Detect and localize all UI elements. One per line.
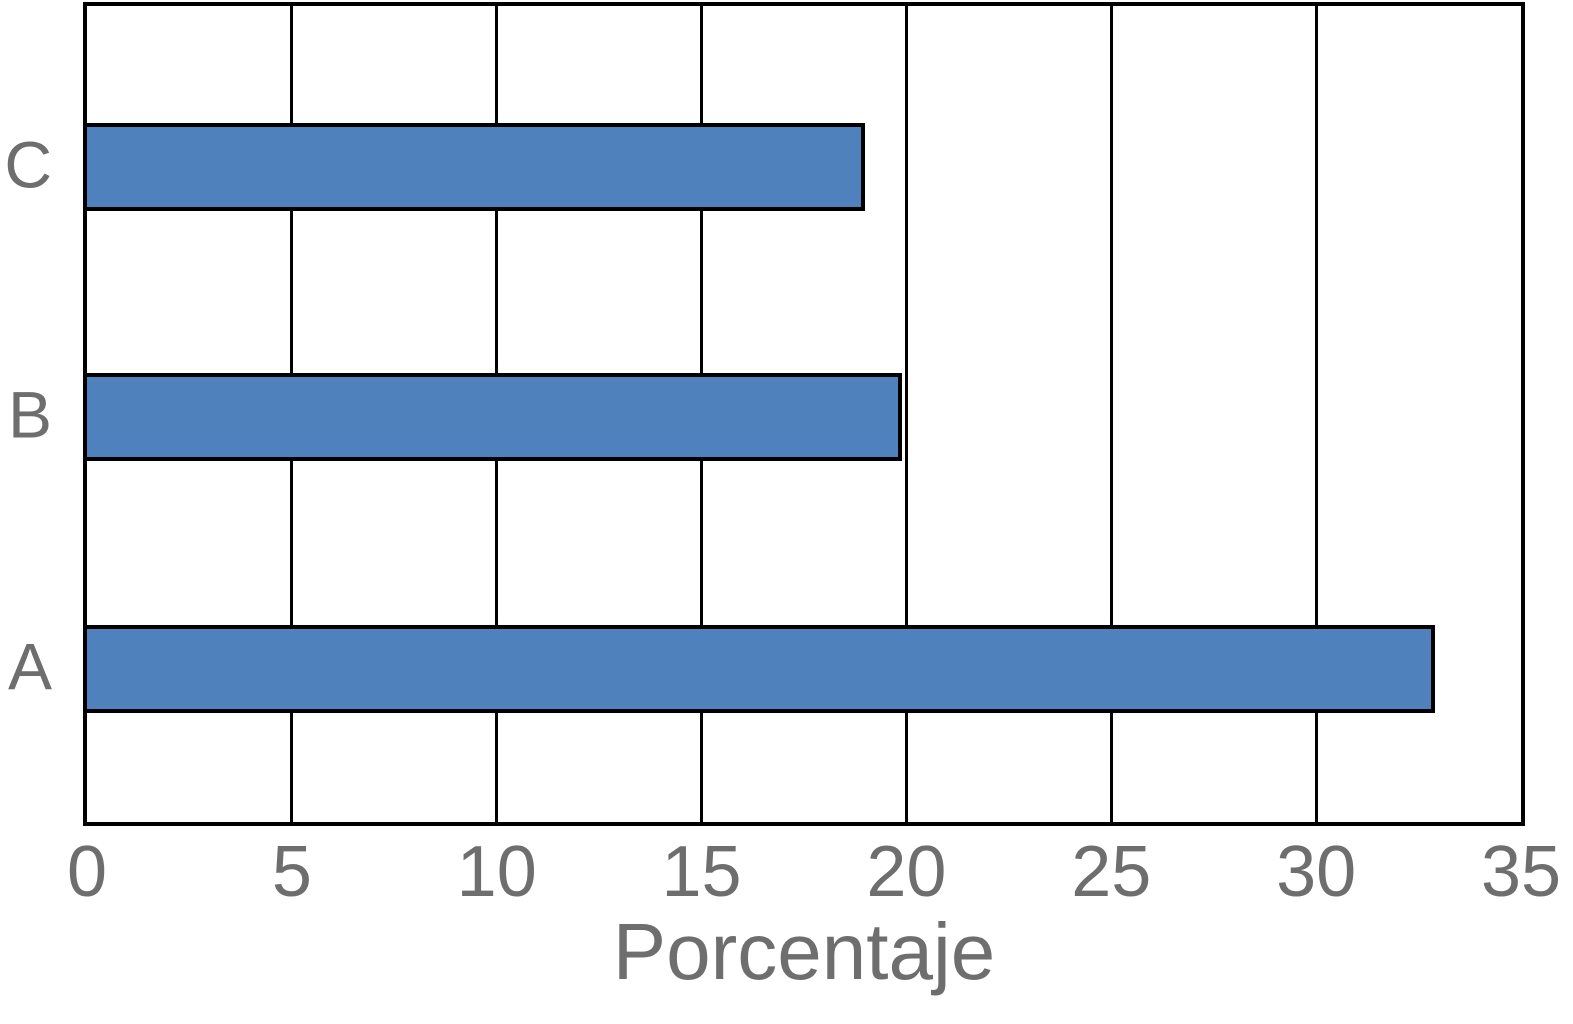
x-tick-label-10: 10 [456, 832, 537, 912]
x-tick-label-0: 0 [66, 832, 108, 912]
bar-B [83, 373, 903, 462]
category-label-C: C [4, 127, 52, 202]
category-label-B: B [7, 377, 52, 452]
gridline-x-20 [904, 6, 908, 822]
x-tick-label-20: 20 [866, 832, 947, 912]
category-label-A: A [7, 629, 52, 704]
x-tick-label-30: 30 [1276, 832, 1357, 912]
plot-area [83, 2, 1525, 826]
x-axis-title: Porcentaje [612, 907, 996, 996]
x-tick-label-15: 15 [661, 832, 742, 912]
bar-C [83, 122, 866, 211]
bar-A [83, 625, 1435, 714]
gridline-x-25 [1109, 6, 1113, 822]
x-tick-label-5: 5 [271, 832, 312, 912]
x-tick-label-25: 25 [1071, 832, 1152, 912]
gridline-x-30 [1314, 6, 1318, 822]
x-tick-label-35: 35 [1480, 832, 1562, 912]
